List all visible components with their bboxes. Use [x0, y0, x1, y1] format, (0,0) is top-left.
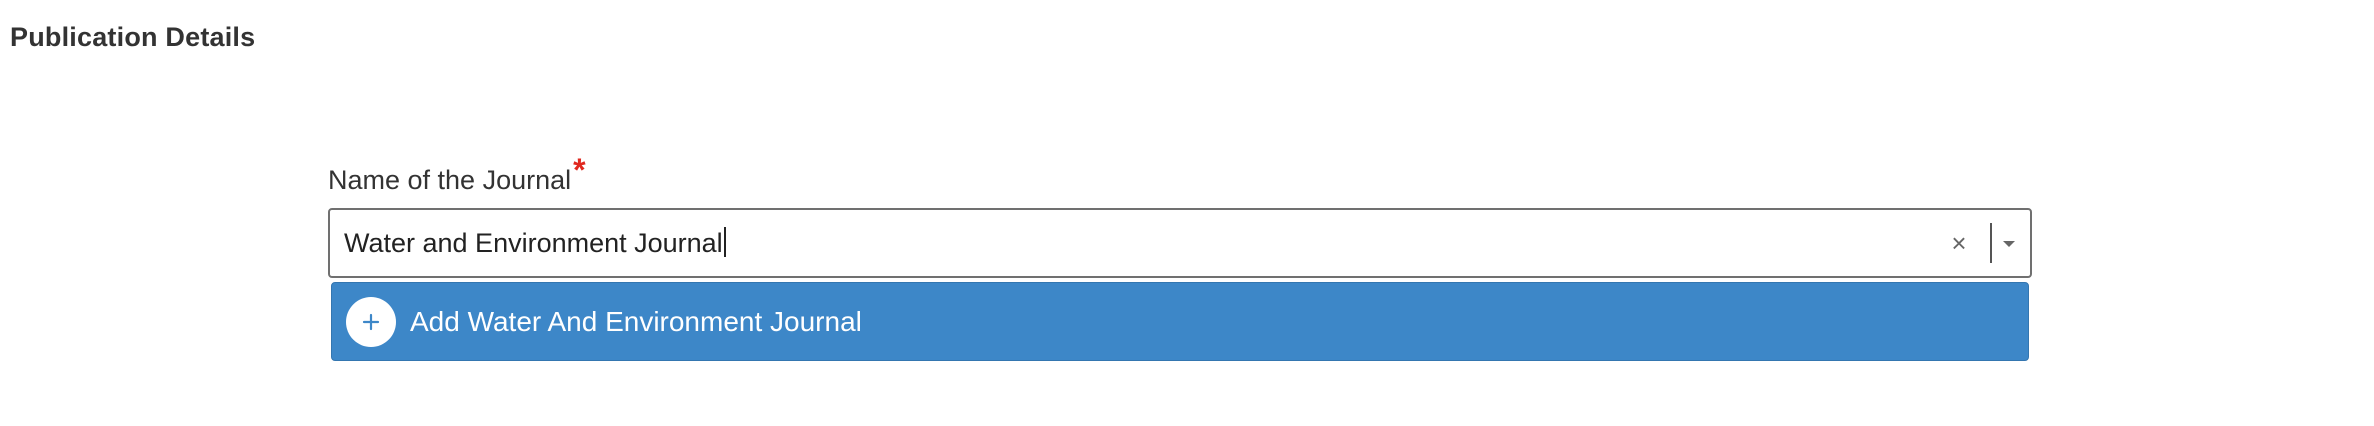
plus-glyph [362, 313, 380, 331]
chevron-down-icon[interactable] [1998, 210, 2020, 276]
journal-name-combobox[interactable]: Water and Environment Journal × [328, 208, 2032, 278]
journal-name-input[interactable]: Water and Environment Journal [344, 210, 726, 276]
add-journal-option[interactable]: Add Water And Environment Journal [331, 282, 2029, 361]
journal-name-field: Name of the Journal* Water and Environme… [328, 148, 2032, 278]
journal-name-input-value: Water and Environment Journal [344, 228, 723, 258]
plus-circle-icon [346, 297, 396, 347]
text-caret [723, 227, 726, 257]
clear-icon[interactable]: × [1951, 228, 1967, 258]
section-title: Publication Details [10, 22, 256, 52]
required-marker: * [573, 152, 586, 188]
add-journal-option-label: Add Water And Environment Journal [410, 306, 862, 337]
journal-name-label-text: Name of the Journal [328, 165, 572, 195]
journal-name-label: Name of the Journal* [328, 148, 2032, 195]
indicator-separator [1990, 223, 1992, 263]
